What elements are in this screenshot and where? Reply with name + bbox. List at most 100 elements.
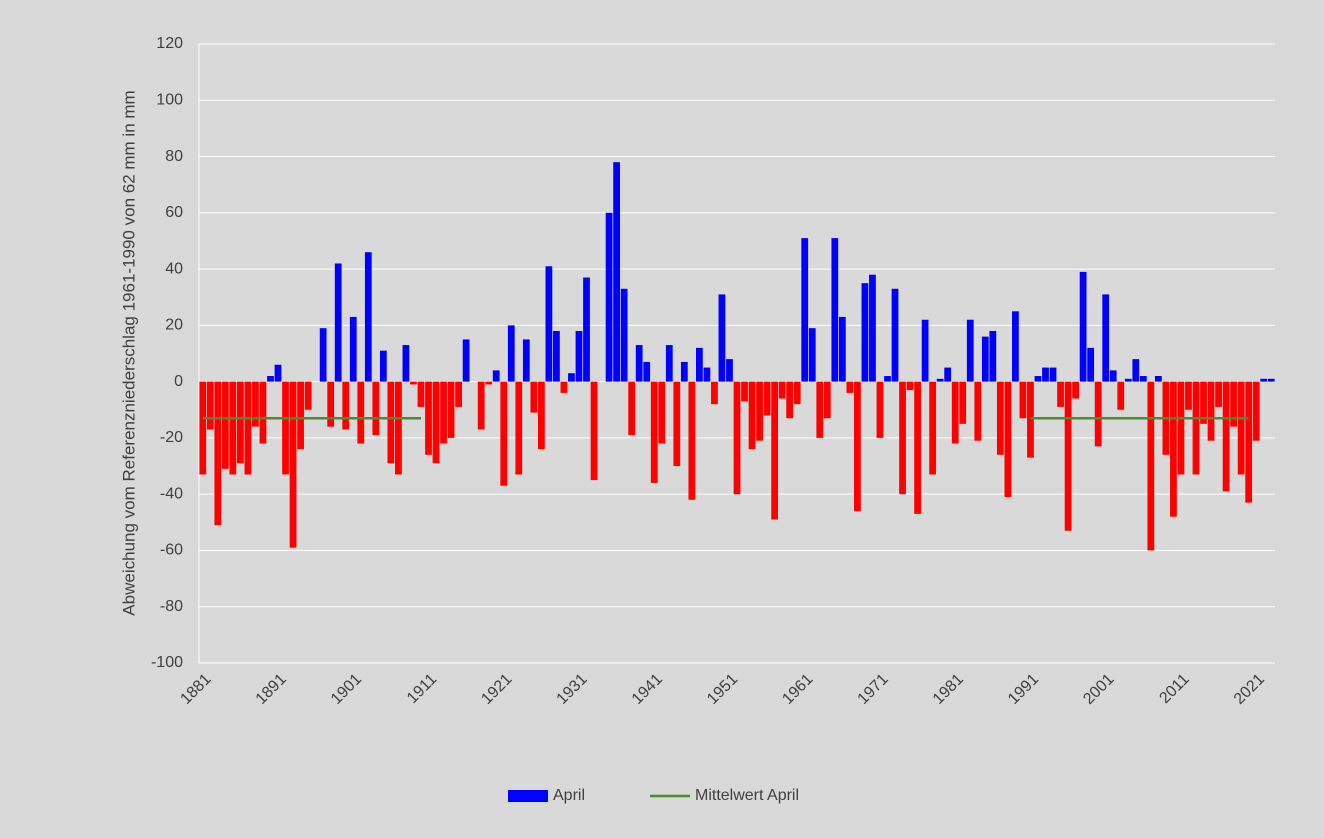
y-tick-label: -40: [160, 485, 183, 502]
bar: [590, 381, 598, 481]
bar: [402, 345, 410, 382]
bar: [432, 381, 440, 464]
bar: [357, 381, 365, 444]
bar: [741, 381, 748, 402]
bar: [936, 378, 944, 382]
bar: [410, 381, 417, 385]
bar: [989, 330, 997, 382]
bar: [801, 238, 809, 382]
bar: [793, 381, 801, 405]
bar: [342, 381, 350, 430]
y-tick-label: 100: [156, 91, 183, 108]
bar: [891, 288, 899, 382]
bar: [259, 381, 267, 444]
bar: [1012, 311, 1019, 382]
bar: [1222, 381, 1230, 492]
bar: [364, 252, 372, 382]
bar: [545, 266, 553, 382]
bar: [1117, 381, 1125, 410]
legend-swatch: [508, 790, 548, 802]
bar: [1057, 381, 1064, 407]
bar: [1200, 381, 1207, 424]
bar: [966, 319, 974, 382]
bar: [500, 381, 508, 486]
bar: [1215, 381, 1222, 407]
bar: [417, 381, 425, 407]
bar: [221, 381, 229, 469]
bar: [929, 381, 937, 475]
bar: [650, 381, 658, 483]
bar: [1230, 381, 1238, 427]
bar: [522, 339, 530, 382]
bar: [1147, 381, 1155, 551]
bar: [680, 361, 688, 382]
bar: [537, 381, 545, 450]
bar: [1154, 376, 1162, 382]
bar: [206, 381, 214, 430]
bar: [568, 373, 575, 382]
bar: [1087, 347, 1095, 382]
bar: [665, 345, 673, 382]
bar: [1192, 381, 1200, 475]
bar: [823, 381, 831, 419]
y-tick-label: -80: [160, 598, 183, 615]
bar: [1049, 367, 1057, 382]
bar: [996, 381, 1004, 455]
bar: [395, 381, 402, 475]
bar: [628, 381, 636, 436]
bar: [334, 263, 342, 382]
bar: [387, 381, 395, 464]
bar: [1004, 381, 1012, 497]
y-tick-label: 60: [165, 204, 183, 221]
bar: [786, 381, 794, 419]
bar: [236, 381, 244, 464]
bar: [906, 381, 914, 391]
bar: [1177, 381, 1185, 475]
bar: [658, 381, 666, 444]
legend-label: Mittelwert April: [695, 787, 799, 804]
bar: [1252, 381, 1260, 441]
bar: [492, 370, 500, 382]
bar: [861, 283, 869, 382]
bar: [379, 350, 387, 382]
bar: [297, 381, 304, 450]
bar: [1079, 271, 1087, 382]
bar: [282, 381, 289, 475]
bar: [1185, 381, 1192, 410]
bar: [1064, 381, 1072, 531]
bar: [816, 381, 824, 438]
bar: [1267, 378, 1275, 382]
bar: [726, 359, 733, 382]
bar: [455, 381, 462, 407]
bar: [289, 381, 297, 548]
bar: [643, 361, 651, 382]
bar: [974, 381, 982, 441]
bar: [869, 274, 876, 382]
bar: [1102, 294, 1110, 382]
bar: [477, 381, 485, 430]
bar: [327, 381, 335, 427]
y-tick-label: -100: [151, 654, 183, 671]
bar: [808, 328, 816, 382]
bar: [229, 381, 237, 475]
bar: [252, 381, 259, 427]
bar: [319, 328, 327, 382]
bar: [530, 381, 538, 413]
bar: [756, 381, 763, 441]
bar: [1034, 376, 1042, 382]
bar: [1109, 370, 1117, 382]
bar: [695, 347, 703, 382]
bar: [1170, 381, 1177, 517]
bar: [1245, 381, 1253, 503]
bar: [711, 381, 718, 405]
bar: [703, 367, 711, 382]
bar: [884, 376, 891, 382]
bar: [899, 381, 906, 495]
bar: [425, 381, 432, 455]
y-tick-label: 40: [165, 260, 183, 277]
bar: [515, 381, 523, 475]
y-tick-label: 120: [156, 35, 183, 52]
bar: [349, 316, 357, 382]
